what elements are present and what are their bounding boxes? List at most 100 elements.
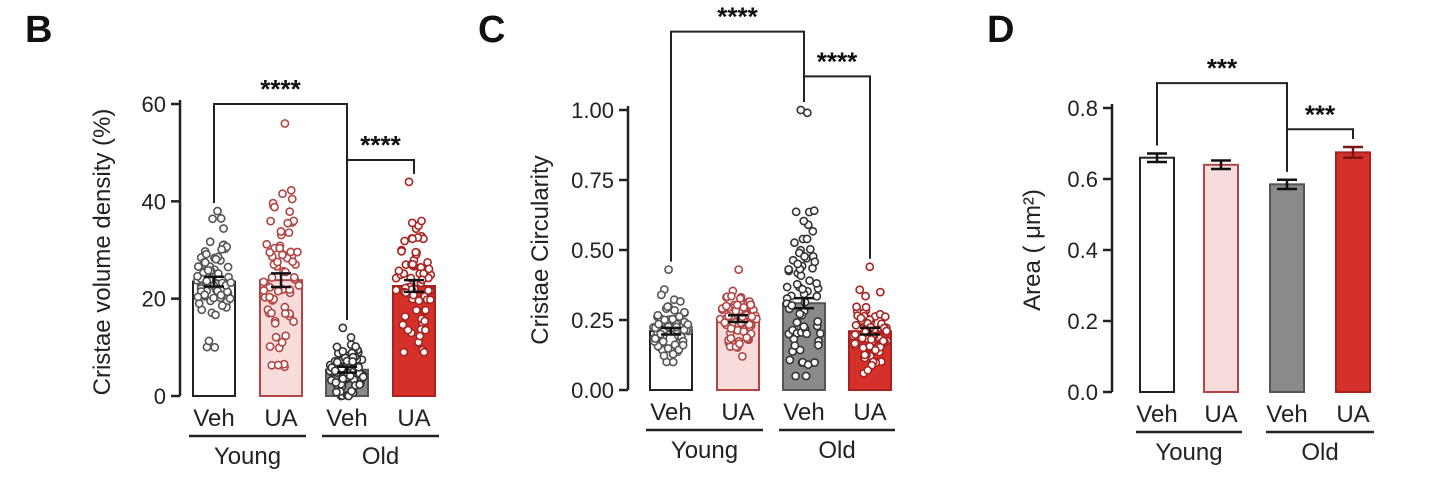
data-point: [338, 346, 348, 356]
data-point: [815, 329, 825, 338]
y-tick-label: 0.8: [1067, 96, 1098, 121]
data-point: [338, 323, 348, 333]
y-tick-label: 0.25: [571, 308, 614, 333]
category-label: Veh: [783, 399, 824, 426]
data-point: [668, 357, 678, 367]
data-point: [347, 386, 357, 396]
category-label: UA: [1204, 401, 1237, 428]
data-point: [259, 286, 269, 295]
group-label: Old: [818, 437, 855, 464]
data-point: [289, 272, 299, 282]
data-point: [650, 334, 660, 343]
data-point: [805, 244, 815, 254]
data-point: [670, 305, 679, 315]
data-point: [791, 371, 801, 381]
data-point: [281, 331, 291, 341]
data-point: [407, 218, 417, 228]
y-tick-label: 20: [142, 287, 166, 312]
data-point: [330, 366, 340, 376]
data-point: [653, 310, 663, 320]
data-point: [332, 357, 342, 367]
data-point: [223, 262, 233, 272]
data-point: [785, 355, 795, 365]
data-point: [201, 249, 211, 259]
data-point: [656, 290, 666, 300]
data-point: [663, 344, 673, 353]
data-point: [400, 236, 410, 246]
data-point: [870, 345, 880, 355]
data-point: [348, 357, 358, 366]
data-point: [415, 331, 425, 341]
data-point: [795, 309, 805, 319]
data-point: [419, 347, 429, 357]
data-point: [803, 360, 813, 370]
data-point: [668, 349, 678, 359]
group-label: Old: [362, 443, 399, 470]
data-point: [850, 339, 860, 348]
data-point: [394, 266, 404, 276]
data-point: [200, 290, 210, 300]
data-point: [425, 295, 435, 305]
data-point: [782, 282, 792, 292]
panel-letter-b: B: [25, 9, 52, 51]
data-point: [277, 337, 287, 347]
panel-b: B Cristae volume density (%) 0 20 40 60 Veh U…: [25, 9, 439, 470]
data-point: [193, 271, 202, 281]
data-point: [355, 380, 365, 389]
group-label: Young: [214, 443, 281, 470]
data-point: [799, 322, 809, 332]
data-point: [861, 302, 871, 312]
data-point: [193, 262, 203, 271]
data-point: [855, 285, 865, 295]
y-tick-label: 0.4: [1067, 238, 1098, 263]
y-axis-title: Cristae volume density (%): [89, 109, 116, 396]
data-point: [225, 294, 235, 303]
category-label: UA: [1336, 401, 1369, 428]
data-point: [400, 312, 410, 321]
y-tick-label: 0.2: [1067, 309, 1098, 334]
data-point: [408, 234, 417, 244]
panel-letter-c: C: [478, 9, 505, 51]
significance-label: ***: [1207, 53, 1238, 83]
data-point: [403, 325, 413, 335]
chart-marks: 0.0 0.2 0.4 0.6 0.8 Veh UA Veh UA Young Old *** ***: [1067, 53, 1374, 466]
data-point: [217, 245, 227, 254]
category-label: Veh: [326, 405, 367, 432]
data-point: [424, 264, 434, 274]
group-label: Young: [671, 437, 738, 464]
data-point: [294, 281, 304, 290]
data-point: [674, 312, 684, 322]
data-point: [284, 228, 294, 237]
y-tick-label: 0: [154, 384, 166, 409]
data-point: [856, 313, 866, 323]
data-point: [208, 214, 217, 224]
data-point: [267, 273, 277, 282]
data-point: [265, 292, 274, 302]
data-point: [810, 257, 820, 267]
data-point: [398, 320, 408, 330]
data-point: [331, 378, 341, 387]
data-point: [664, 265, 673, 274]
data-point: [420, 316, 430, 326]
bar: [1203, 163, 1239, 393]
y-tick-label: 1.00: [571, 98, 614, 123]
data-point: [861, 291, 870, 301]
data-point: [338, 374, 348, 384]
data-point: [863, 365, 873, 375]
data-point: [285, 207, 295, 217]
data-point: [813, 317, 823, 326]
data-point: [277, 250, 287, 260]
data-point: [663, 302, 672, 312]
data-point: [262, 239, 272, 249]
y-tick-label: 40: [142, 189, 166, 214]
category-label: UA: [721, 399, 754, 426]
data-point: [878, 336, 888, 346]
data-point: [813, 340, 823, 350]
data-point: [412, 305, 421, 315]
data-point: [660, 315, 670, 325]
data-point: [391, 285, 401, 295]
data-point: [658, 337, 668, 346]
data-point: [289, 317, 298, 327]
data-point: [420, 325, 430, 335]
data-point: [727, 291, 736, 301]
